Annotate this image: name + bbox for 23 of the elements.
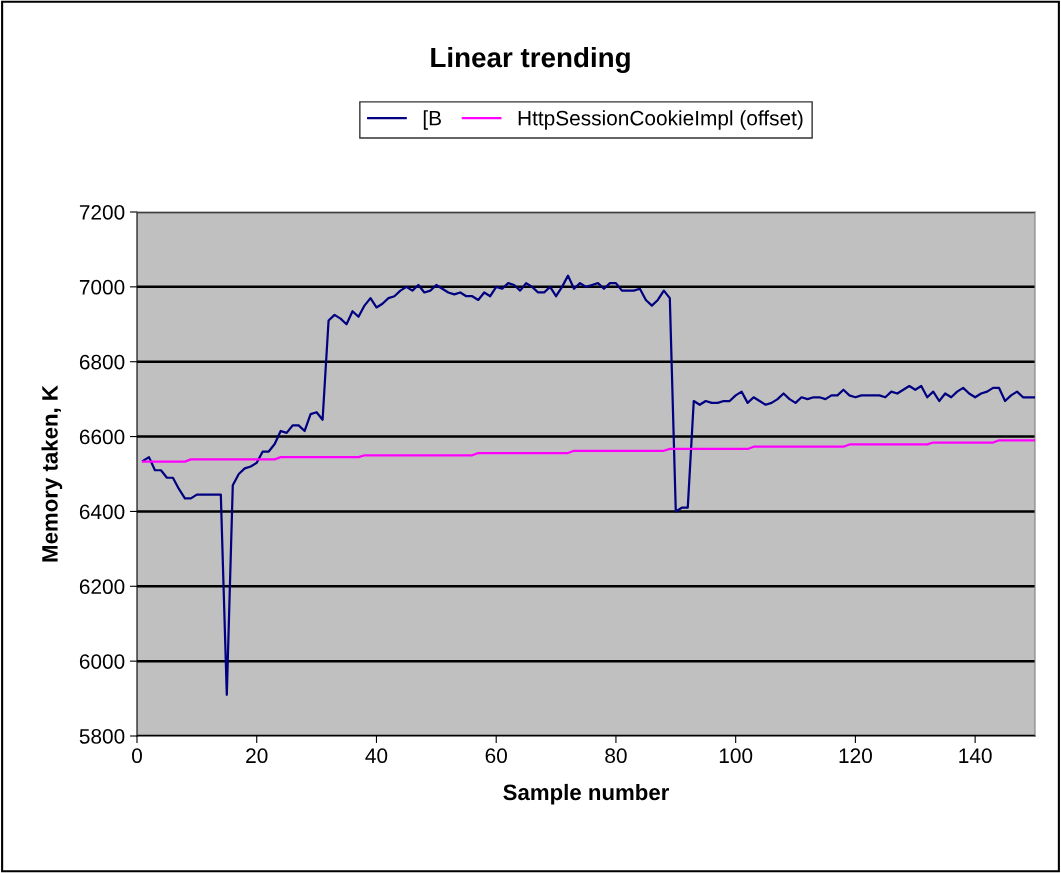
legend-label: [B: [423, 110, 441, 130]
y-tick-label: 5800: [79, 729, 125, 744]
x-tick-label: 20: [246, 748, 268, 764]
y-tick-label: 6800: [79, 354, 125, 370]
x-tick-label: 60: [485, 748, 507, 764]
y-tick-label: 6600: [79, 429, 125, 445]
y-axis-title: Memory taken, K: [41, 385, 63, 562]
chart-title: Linear trending: [431, 46, 630, 74]
x-tick-label: 80: [605, 748, 627, 764]
x-tick-label: 140: [959, 748, 992, 764]
y-tick-label: 7000: [79, 279, 125, 295]
legend-label: HttpSessionCookieImpl (offset): [518, 110, 803, 130]
x-tick-label: 40: [365, 748, 388, 764]
y-tick-label: 6400: [79, 504, 125, 520]
x-tick-label: 100: [719, 748, 753, 764]
y-tick-label: 6200: [79, 579, 125, 595]
x-tick-label: 0: [132, 748, 142, 764]
x-tick-label: 120: [839, 748, 872, 764]
y-tick-label: 7200: [79, 205, 125, 220]
line-series: [141, 439, 1035, 463]
line-series: [141, 274, 1035, 696]
y-tick-label: 6000: [79, 654, 125, 669]
x-axis-title: Sample number: [503, 783, 670, 805]
